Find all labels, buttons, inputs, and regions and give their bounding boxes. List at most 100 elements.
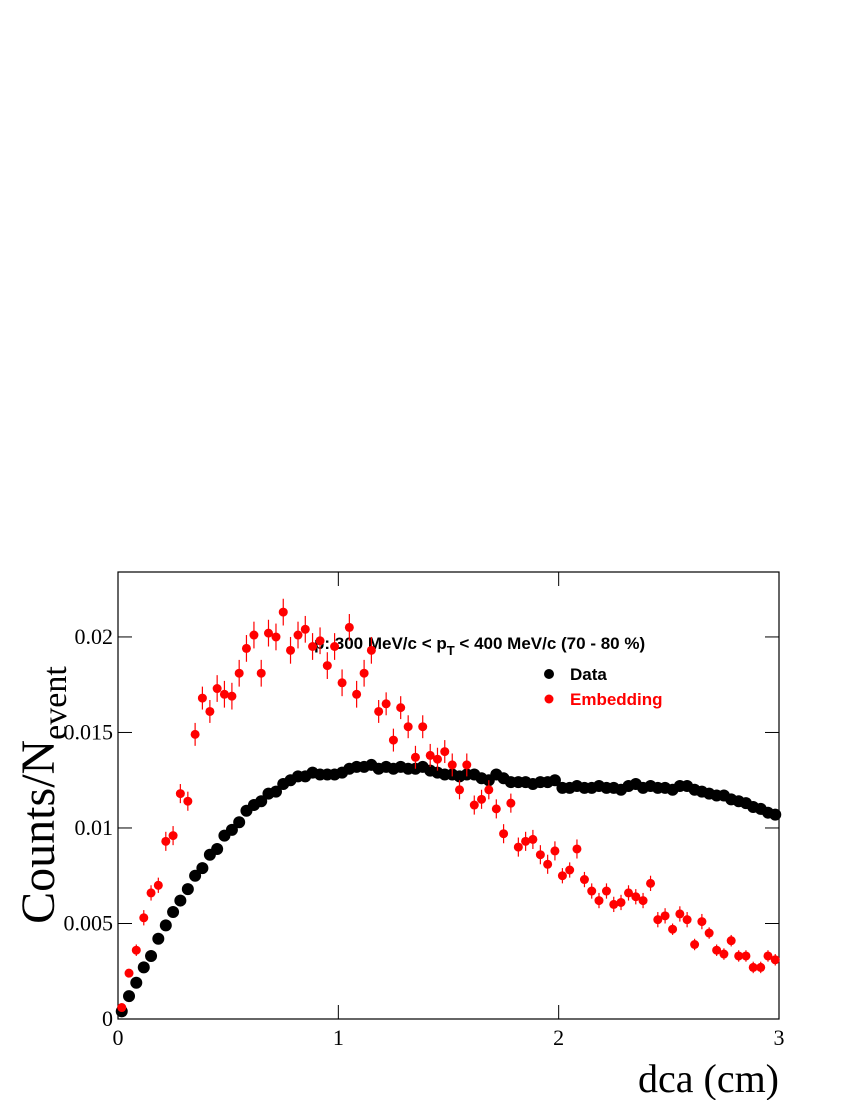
marker (763, 951, 773, 961)
marker (682, 915, 692, 925)
y-axis-label: Counts/Nevent (12, 666, 74, 924)
marker (557, 871, 567, 881)
marker (388, 735, 398, 745)
marker (719, 949, 729, 959)
marker (271, 632, 281, 642)
marker (374, 706, 384, 716)
y-tick-label: 0.015 (64, 719, 114, 744)
marker (366, 645, 376, 655)
marker (572, 844, 582, 854)
marker (256, 668, 266, 678)
legend-label: Embedding (570, 690, 663, 709)
marker (624, 888, 634, 898)
marker (499, 829, 509, 839)
marker (330, 642, 340, 651)
marker (543, 859, 553, 869)
annotation-sub: T (447, 643, 455, 658)
marker (137, 961, 150, 974)
marker (455, 785, 465, 795)
annotation: p: 300 MeV/c < pT < 400 MeV/c (70 - 80 %… (314, 634, 645, 658)
marker (653, 915, 663, 925)
marker (528, 834, 538, 844)
marker (521, 836, 531, 846)
x-tick-label: 0 (113, 1025, 124, 1050)
marker (609, 899, 619, 909)
marker (741, 951, 751, 961)
marker (769, 808, 782, 821)
marker (131, 945, 141, 955)
marker (241, 643, 251, 653)
marker (469, 800, 479, 810)
marker (418, 722, 428, 732)
marker (124, 968, 134, 978)
marker (447, 760, 457, 770)
marker (484, 785, 494, 795)
marker (352, 689, 362, 699)
x-tick-label: 1 (333, 1025, 344, 1050)
y-label-sub: event (37, 666, 74, 740)
marker (675, 909, 685, 919)
marker (145, 949, 158, 962)
marker (146, 888, 156, 898)
marker (123, 990, 136, 1003)
marker (211, 842, 224, 855)
marker (535, 850, 545, 860)
marker (205, 706, 215, 716)
legend-marker (544, 694, 554, 704)
marker (308, 642, 318, 651)
marker (278, 607, 288, 617)
marker (153, 880, 163, 890)
marker (462, 760, 472, 770)
marker (697, 917, 707, 927)
marker (322, 661, 332, 671)
y-label-main: Counts/N (12, 740, 65, 924)
marker (181, 883, 194, 896)
marker (167, 906, 180, 919)
marker (668, 924, 678, 934)
marker (219, 689, 229, 699)
marker (734, 951, 744, 961)
marker (161, 836, 171, 846)
x-axis-label: dca (cm) (638, 1056, 779, 1100)
marker (594, 896, 604, 906)
marker (712, 945, 722, 955)
y-tick-label: 0.005 (64, 910, 114, 935)
marker (286, 645, 296, 655)
marker (579, 875, 589, 885)
marker (117, 1003, 127, 1013)
marker (425, 750, 435, 760)
marker (410, 752, 420, 762)
marker (726, 936, 736, 946)
marker (506, 798, 516, 808)
marker (234, 668, 244, 678)
marker (263, 628, 273, 638)
marker (197, 693, 207, 703)
x-tick-label: 2 (553, 1025, 564, 1050)
marker (477, 794, 487, 804)
marker (756, 962, 766, 972)
marker (690, 940, 700, 949)
annotation-text: p: 300 MeV/c < p (314, 634, 447, 653)
y-tick-label: 0 (102, 1006, 113, 1031)
x-tick-label: 3 (774, 1025, 785, 1050)
marker (513, 842, 523, 852)
marker (748, 962, 758, 972)
marker (139, 913, 149, 923)
marker (432, 754, 442, 764)
marker (152, 932, 165, 945)
marker (704, 928, 714, 938)
marker (601, 886, 611, 896)
marker (337, 678, 347, 688)
marker (189, 869, 202, 882)
marker (196, 862, 209, 875)
marker (396, 703, 406, 713)
annotation-tail: < 400 MeV/c (70 - 80 %) (455, 634, 645, 653)
marker (255, 795, 268, 808)
frame (117, 571, 780, 1020)
marker (550, 846, 560, 856)
marker (491, 804, 501, 814)
marker (638, 896, 648, 906)
y-tick-label: 0.01 (75, 815, 114, 840)
legend-marker (544, 669, 554, 679)
